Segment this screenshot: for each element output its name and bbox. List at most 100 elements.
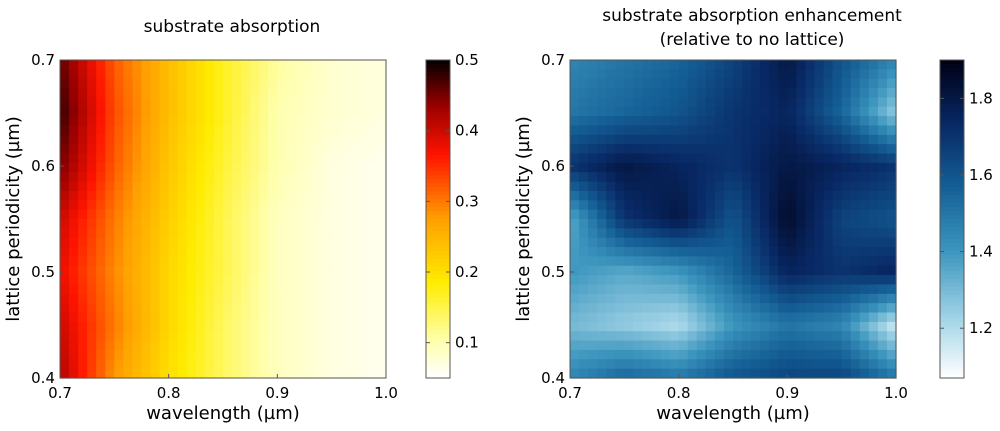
- absorption-heatmap-cell: [132, 69, 143, 80]
- absorption-heatmap-cell: [322, 60, 333, 70]
- enhancement-heatmap-cell: [832, 125, 843, 136]
- enhancement-colorbar-segment: [940, 187, 964, 192]
- absorption-heatmap-cell: [349, 153, 360, 164]
- enhancement-heatmap-cell: [868, 60, 879, 70]
- enhancement-heatmap-cell: [642, 219, 653, 229]
- absorption-heatmap-cell: [367, 293, 378, 304]
- absorption-heatmap-cell: [114, 321, 124, 332]
- absorption-heatmap-cell: [250, 331, 260, 342]
- absorption-heatmap-cell: [186, 144, 197, 155]
- enhancement-heatmap-cell: [733, 368, 743, 379]
- enhancement-heatmap-cell: [859, 181, 870, 192]
- absorption-heatmap-cell: [69, 172, 79, 183]
- absorption-heatmap-cell: [204, 228, 215, 239]
- enhancement-heatmap-cell: [769, 368, 779, 379]
- absorption-heatmap-cell: [132, 321, 143, 332]
- absorption-heatmap-cell: [204, 247, 215, 258]
- enhancement-heatmap-cell: [769, 181, 779, 192]
- enhancement-heatmap-cell: [778, 247, 788, 258]
- absorption-heatmap-cell: [232, 368, 242, 379]
- enhancement-plot-frame: [569, 59, 897, 379]
- enhancement-heatmap-cell: [678, 209, 689, 220]
- absorption-heatmap-cell: [232, 209, 242, 220]
- enhancement-colorbar-segment: [940, 278, 964, 284]
- enhancement-heatmap-cell: [714, 144, 725, 155]
- absorption-heatmap-cell: [268, 125, 278, 136]
- absorption-colorbar-segment: [426, 326, 450, 331]
- enhancement-heatmap-cell: [850, 284, 861, 295]
- absorption-heatmap-cell: [186, 97, 197, 108]
- absorption-heatmap-cell: [177, 97, 188, 108]
- enhancement-heatmap-cell: [796, 256, 807, 267]
- enhancement-heatmap-cell: [787, 228, 797, 239]
- absorption-heatmap-cell: [322, 265, 333, 276]
- enhancement-heatmap-cell: [805, 237, 816, 248]
- enhancement-heatmap-cell: [805, 303, 816, 314]
- absorption-heatmap-cell: [177, 88, 188, 99]
- enhancement-heatmap-cell: [733, 265, 743, 276]
- enhancement-heatmap-cell: [588, 368, 598, 379]
- absorption-heatmap-cell: [349, 60, 360, 70]
- absorption-heatmap-cell: [313, 293, 324, 304]
- absorption-heatmap-cell: [177, 349, 188, 360]
- absorption-heatmap-cell: [96, 219, 106, 229]
- absorption-heatmap-cell: [105, 69, 115, 80]
- absorption-heatmap-cell: [96, 349, 106, 360]
- absorption-heatmap-cell: [159, 78, 170, 89]
- enhancement-heatmap-cell: [570, 247, 580, 258]
- absorption-colorbar-segment: [426, 167, 450, 172]
- absorption-heatmap-cell: [132, 60, 143, 70]
- absorption-heatmap-cell: [250, 247, 260, 258]
- enhancement-heatmap-cell: [841, 359, 852, 370]
- enhancement-heatmap-cell: [642, 275, 653, 286]
- absorption-heatmap-cell: [60, 134, 70, 145]
- absorption-heatmap-cell: [96, 69, 106, 80]
- absorption-heatmap-cell: [340, 237, 351, 248]
- enhancement-heatmap-cell: [723, 247, 734, 258]
- absorption-heatmap-cell: [168, 265, 179, 276]
- enhancement-heatmap-cell: [705, 312, 716, 323]
- absorption-heatmap-cell: [177, 153, 188, 164]
- enhancement-heatmap-cell: [723, 106, 734, 117]
- absorption-heatmap-cell: [213, 69, 224, 80]
- enhancement-heatmap-cell: [868, 247, 879, 258]
- absorption-heatmap-cell: [204, 340, 215, 351]
- enhancement-heatmap-cell: [805, 162, 816, 173]
- enhancement-heatmap-cell: [832, 60, 843, 70]
- absorption-heatmap-cell: [286, 349, 297, 360]
- enhancement-heatmap-cell: [814, 265, 825, 276]
- absorption-heatmap-cell: [268, 247, 278, 258]
- absorption-heatmap-cell: [204, 331, 215, 342]
- enhancement-heatmap-cell: [877, 247, 888, 258]
- enhancement-heatmap-cell: [832, 153, 843, 164]
- enhancement-heatmap-cell: [687, 144, 698, 155]
- enhancement-heatmap-cell: [624, 349, 634, 360]
- enhancement-heatmap-cell: [886, 69, 897, 80]
- absorption-heatmap-cell: [186, 209, 197, 220]
- absorption-heatmap-cell: [123, 200, 134, 211]
- absorption-heatmap-cell: [295, 275, 306, 286]
- absorption-heatmap-cell: [213, 247, 224, 258]
- absorption-heatmap-cell: [177, 144, 188, 155]
- enhancement-heatmap-cell: [570, 321, 580, 332]
- absorption-heatmap-cell: [123, 78, 134, 89]
- absorption-heatmap-cell: [295, 106, 306, 117]
- absorption-heatmap-cell: [304, 190, 315, 201]
- absorption-heatmap-cell: [60, 78, 70, 89]
- absorption-heatmap-cell: [204, 60, 215, 70]
- enhancement-heatmap-cell: [859, 293, 870, 304]
- absorption-heatmap-cell: [96, 162, 106, 173]
- absorption-heatmap-cell: [159, 359, 170, 370]
- enhancement-heatmap-cell: [570, 331, 580, 342]
- enhancement-heatmap-cell: [751, 331, 761, 342]
- enhancement-heatmap-cell: [597, 321, 607, 332]
- enhancement-heatmap-cell: [769, 134, 779, 145]
- enhancement-heatmap-cell: [850, 125, 861, 136]
- absorption-heatmap-cell: [186, 190, 197, 201]
- absorption-heatmap-cell: [313, 153, 324, 164]
- enhancement-heatmap-cell: [859, 349, 870, 360]
- enhancement-heatmap-cell: [588, 125, 598, 136]
- enhancement-heatmap-cell: [796, 106, 807, 117]
- enhancement-heatmap-cell: [751, 144, 761, 155]
- enhancement-heatmap-cell: [570, 60, 580, 70]
